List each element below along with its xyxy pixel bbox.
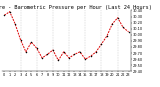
Title: Pressure - Barometric Pressure per Hour (Last 24 Hours): Pressure - Barometric Pressure per Hour …: [0, 5, 152, 10]
Point: [57, 60, 60, 61]
Point: [68, 57, 70, 59]
Point: [122, 27, 124, 28]
Point: [3, 15, 6, 16]
Point: [14, 23, 16, 25]
Point: [62, 51, 65, 53]
Point: [35, 48, 38, 49]
Point: [95, 51, 97, 53]
Point: [46, 54, 49, 55]
Point: [73, 54, 76, 55]
Point: [111, 23, 114, 25]
Point: [84, 58, 87, 60]
Point: [52, 49, 54, 51]
Point: [106, 35, 108, 37]
Point: [19, 39, 22, 40]
Point: [100, 43, 103, 45]
Point: [79, 51, 81, 53]
Point: [8, 11, 11, 12]
Point: [30, 41, 33, 43]
Point: [89, 55, 92, 57]
Point: [116, 17, 119, 18]
Point: [41, 57, 43, 59]
Point: [25, 51, 27, 53]
Point: [127, 31, 130, 32]
